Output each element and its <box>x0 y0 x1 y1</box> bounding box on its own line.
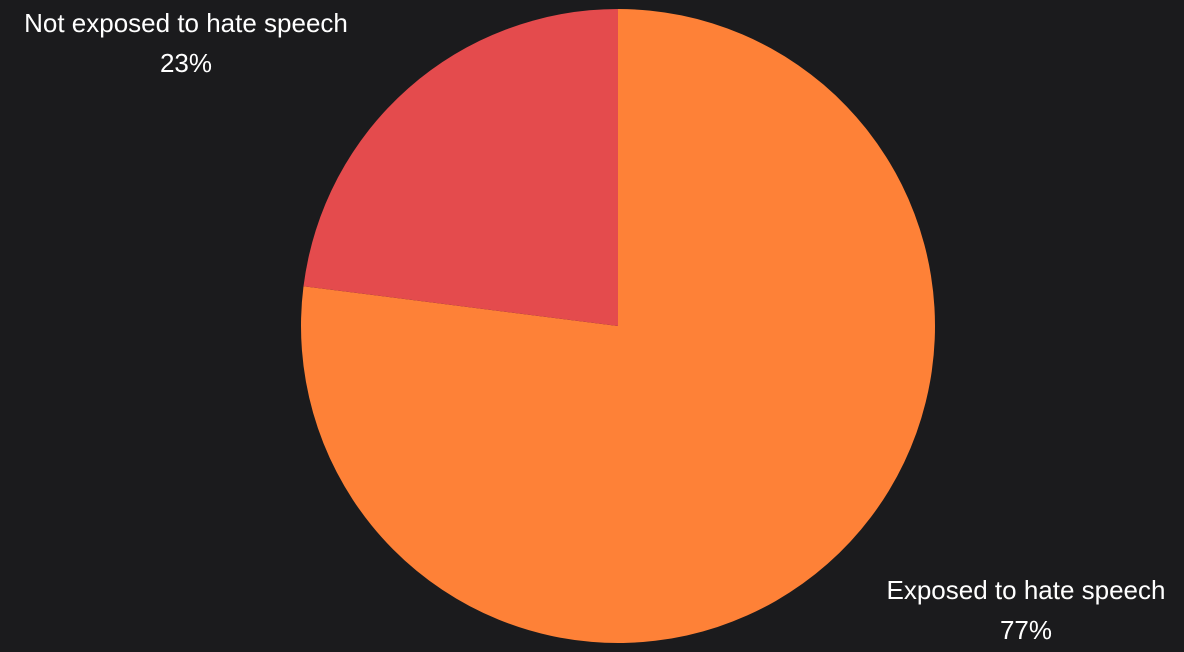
slice-label-exposed: Exposed to hate speech <box>887 575 1166 605</box>
slice-value-not-exposed: 23% <box>160 48 212 78</box>
pie-slice-not-exposed-to-hate-speech <box>303 9 618 326</box>
slice-value-exposed: 77% <box>1000 615 1052 645</box>
slice-label-not-exposed: Not exposed to hate speech <box>24 8 348 38</box>
pie-slices <box>300 9 935 643</box>
